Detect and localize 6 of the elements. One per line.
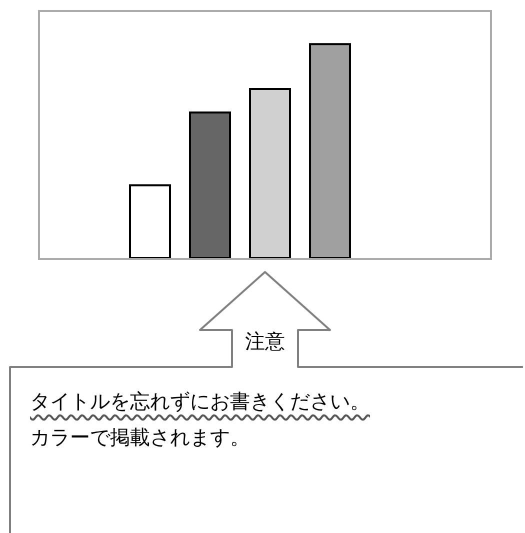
bar [249,88,291,258]
bar [129,184,171,258]
text: タイトルを忘れずにお書きください。 [30,388,370,415]
text: カラーで掲載されます。 [30,424,250,451]
text: 注意 [245,329,285,353]
bar [189,112,231,258]
